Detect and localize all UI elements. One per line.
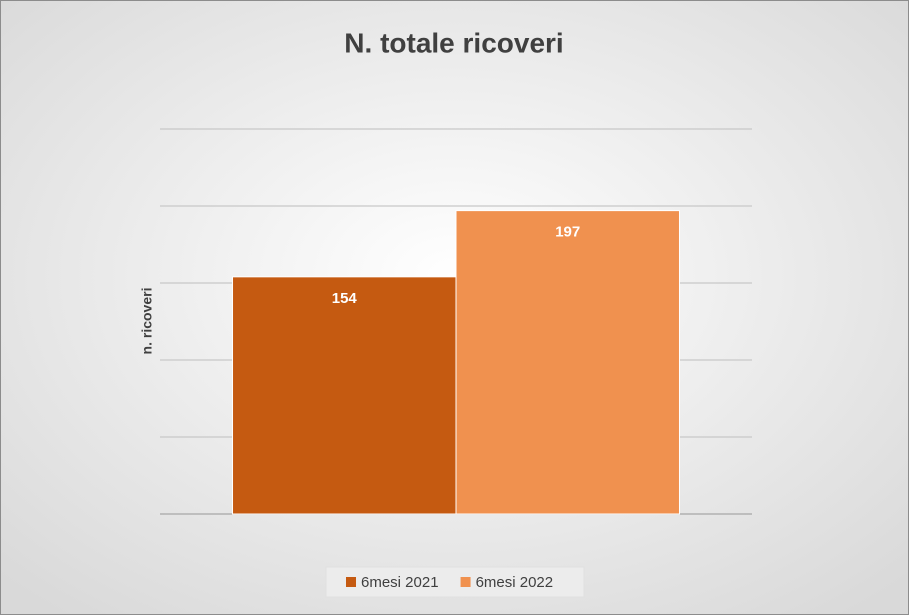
data-label: 197 xyxy=(555,224,580,241)
y-axis-label: n. ricoveri xyxy=(139,288,155,355)
legend-swatch xyxy=(460,577,471,587)
data-label: 154 xyxy=(332,290,358,307)
bar xyxy=(455,210,680,515)
bar xyxy=(232,276,457,515)
legend-swatch xyxy=(346,577,356,587)
legend-label: 6mesi 2022 xyxy=(476,574,554,591)
chart-title: N. totale ricoveri xyxy=(344,27,563,58)
legend xyxy=(325,566,585,598)
legend-label: 6mesi 2021 xyxy=(361,574,439,591)
